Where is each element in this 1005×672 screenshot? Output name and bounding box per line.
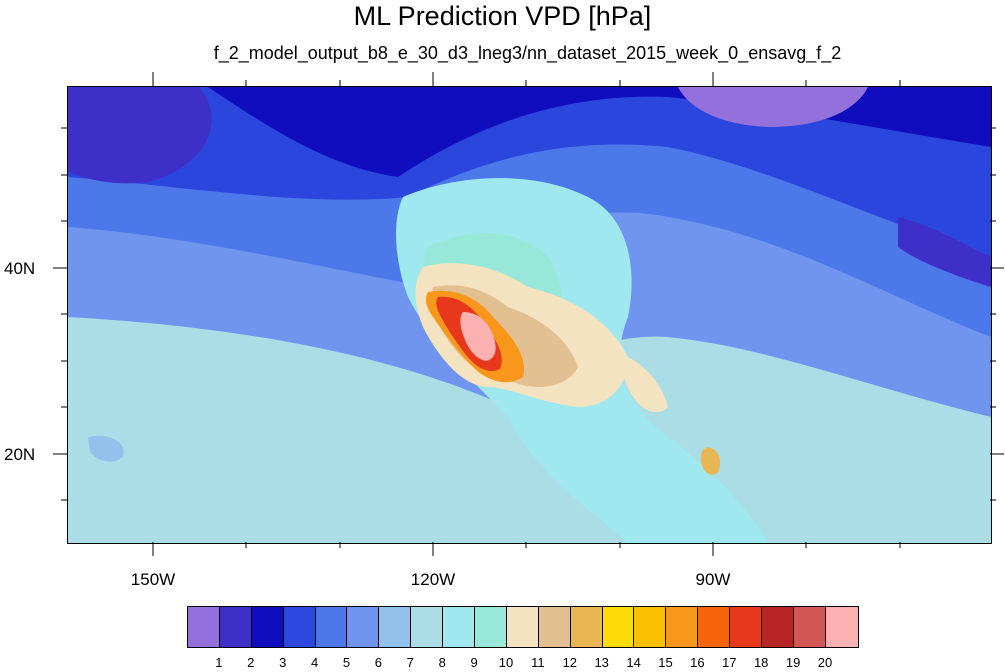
colorbar-label: 7 bbox=[406, 655, 414, 670]
plot-subtitle: f_2_model_output_b8_e_30_d3_lneg3/nn_dat… bbox=[213, 43, 842, 63]
colorbar-box bbox=[188, 607, 220, 647]
colorbar-label: 2 bbox=[247, 655, 255, 670]
colorbar-box bbox=[283, 607, 316, 647]
colorbar-box bbox=[411, 607, 444, 647]
colorbar-box bbox=[602, 607, 635, 647]
lon-label-120w: 120W bbox=[410, 570, 456, 589]
vpd-map bbox=[67, 86, 992, 544]
colorbar-label: 17 bbox=[722, 655, 737, 670]
colorbar-box bbox=[219, 607, 252, 647]
plot-title: ML Prediction VPD [hPa] bbox=[353, 1, 652, 31]
colorbar-box bbox=[698, 607, 731, 647]
colorbar-label: 11 bbox=[531, 655, 545, 670]
colorbar-box bbox=[475, 607, 507, 647]
colorbar-label: 4 bbox=[310, 655, 319, 670]
colorbar-label: 8 bbox=[438, 655, 446, 670]
colorbar-label: 5 bbox=[342, 655, 351, 670]
mexico-tan bbox=[623, 357, 668, 413]
colorbar-label: 9 bbox=[470, 655, 478, 670]
colorbar-box bbox=[666, 607, 699, 647]
colorbar-box bbox=[251, 607, 284, 647]
colorbar-label: 13 bbox=[594, 655, 609, 670]
hudson-patch bbox=[678, 87, 868, 127]
vpd-field bbox=[68, 87, 991, 543]
hawaii-patch bbox=[88, 435, 124, 462]
lat-label-20n: 20N bbox=[4, 445, 36, 464]
colorbar-label: 19 bbox=[785, 655, 801, 670]
colorbar-label: 12 bbox=[562, 655, 578, 670]
nw-pacific-patch bbox=[68, 87, 212, 184]
colorbar-label: 18 bbox=[753, 655, 769, 670]
lon-label-90w: 90W bbox=[695, 570, 731, 589]
colorbar-label: 15 bbox=[658, 655, 673, 670]
colorbar-box bbox=[634, 607, 667, 647]
colorbar-label: 14 bbox=[626, 655, 641, 670]
colorbar-label: 10 bbox=[498, 655, 514, 670]
colorbar-label: 1 bbox=[215, 655, 223, 670]
hottest-core bbox=[460, 312, 496, 361]
colorbar-label: 6 bbox=[374, 655, 382, 670]
colorbar-box bbox=[315, 607, 348, 647]
colorbar-label: 20 bbox=[817, 655, 833, 670]
lon-label-150w: 150W bbox=[130, 570, 176, 589]
colorbar-box bbox=[347, 607, 380, 647]
colorbar-labels: 1 2 3 4 5 6 7 8 9 10 11 12 13 14 15 16 17 18 19 20 bbox=[0, 655, 1005, 671]
yucatan-gold bbox=[700, 447, 720, 475]
colorbar-box bbox=[730, 607, 763, 647]
colorbar-label: 3 bbox=[279, 655, 287, 670]
colorbar-box bbox=[538, 607, 571, 647]
colorbar-label: 16 bbox=[690, 655, 705, 670]
colorbar-box bbox=[379, 607, 412, 647]
colorbar-box bbox=[793, 607, 826, 647]
colorbar bbox=[187, 606, 859, 648]
colorbar-box bbox=[762, 607, 794, 647]
colorbar-box bbox=[443, 607, 476, 647]
colorbar-box bbox=[570, 607, 603, 647]
colorbar-box bbox=[825, 607, 858, 647]
colorbar-box bbox=[506, 607, 539, 647]
east-coast-patch bbox=[898, 217, 991, 287]
lat-label-40n: 40N bbox=[4, 259, 36, 278]
